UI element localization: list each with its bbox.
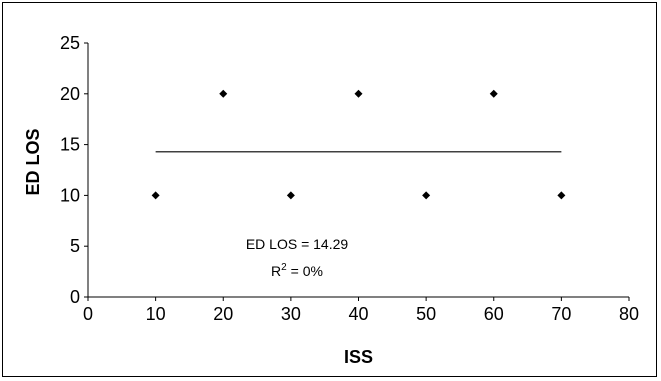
x-tick-label: 0 [83, 304, 93, 324]
regression-equation: ED LOS = 14.29 [246, 236, 349, 252]
data-point [151, 191, 160, 200]
x-axis-title: ISS [344, 347, 373, 367]
data-point [219, 89, 228, 98]
r-squared-label: R2 = 0% [271, 262, 323, 279]
chart-frame [2, 2, 657, 377]
data-point [557, 191, 566, 200]
x-tick-label: 80 [619, 304, 639, 324]
data-point [489, 89, 498, 98]
x-tick-label: 10 [146, 304, 166, 324]
y-axis-title: ED LOS [23, 128, 43, 195]
y-tick-label: 15 [60, 135, 80, 155]
r-squared-value: = 0% [287, 263, 323, 279]
y-tick-label: 20 [60, 84, 80, 104]
y-tick-label: 25 [60, 33, 80, 53]
data-point [354, 89, 363, 98]
y-tick-label: 10 [60, 185, 80, 205]
y-ticks: 0 5 10 15 20 25 [60, 33, 88, 307]
x-tick-label: 70 [551, 304, 571, 324]
x-tick-label: 20 [213, 304, 233, 324]
data-point [422, 191, 431, 200]
x-tick-label: 30 [281, 304, 301, 324]
x-tick-label: 60 [484, 304, 504, 324]
r-squared-superscript: 2 [281, 262, 287, 273]
x-tick-label: 50 [416, 304, 436, 324]
x-ticks: 0 10 20 30 40 50 60 70 80 [83, 297, 639, 324]
data-point [286, 191, 295, 200]
y-tick-label: 5 [70, 236, 80, 256]
y-tick-label: 0 [70, 287, 80, 307]
data-points [151, 89, 566, 200]
x-tick-label: 40 [348, 304, 368, 324]
r-squared-prefix: R [271, 263, 281, 279]
